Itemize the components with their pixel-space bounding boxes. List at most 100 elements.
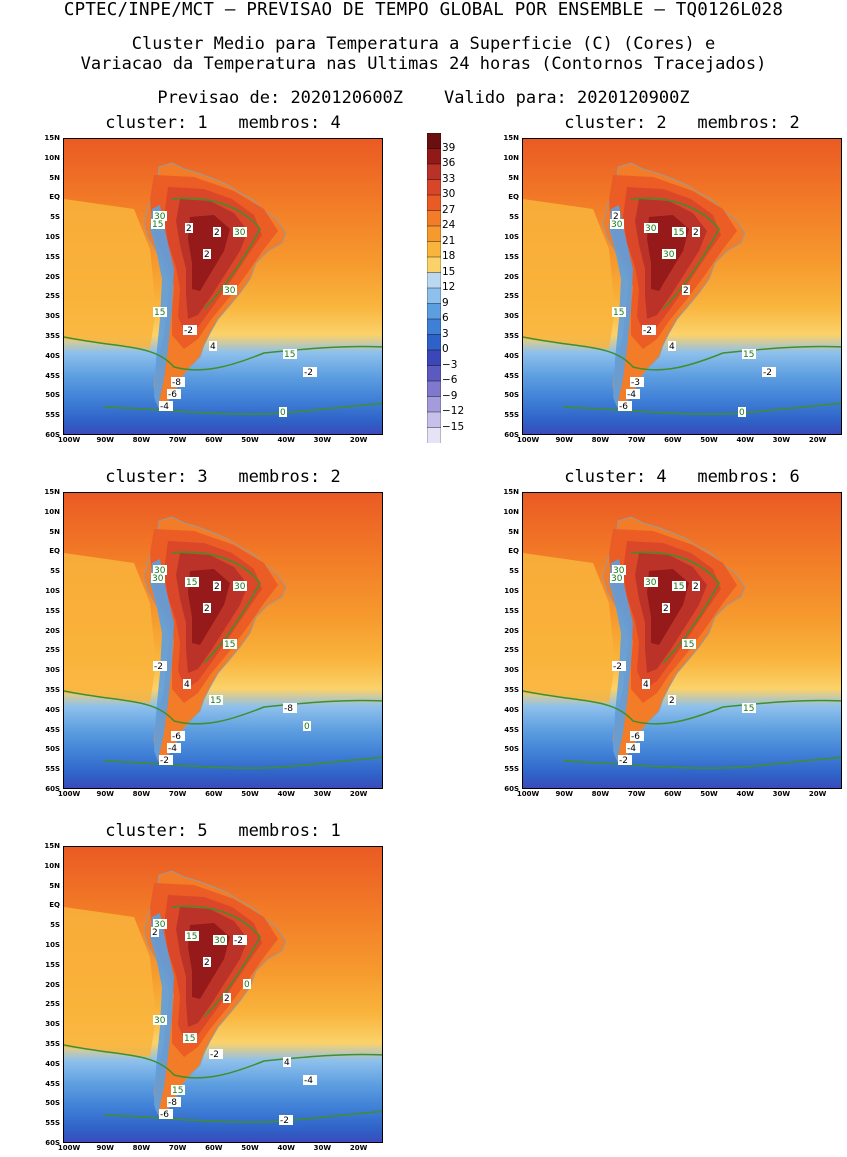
lat-label: 15N <box>44 842 60 850</box>
lon-label: 80W <box>132 1144 151 1152</box>
contour-label: 2 <box>693 582 699 592</box>
lat-label: 10S <box>45 587 60 595</box>
colorbar-swatch <box>426 287 442 305</box>
lon-label: 30W <box>313 436 332 444</box>
colorbar-label: 30 <box>442 188 456 200</box>
contour-label: 15 <box>224 640 235 650</box>
lat-label: 35S <box>504 332 519 340</box>
contour-label: 4 <box>643 680 649 690</box>
panel-3-map: 30 15 2 30 2 30 15 -2 4 15 -8 -6 -4 -2 0 15N 10N 5N EQ 5S 10… <box>44 488 383 798</box>
colorbar <box>426 132 442 447</box>
contour-label: 30 <box>611 220 623 230</box>
lat-label: 55S <box>504 411 519 420</box>
contour-label: 0 <box>304 722 310 732</box>
lon-label: 100W <box>57 436 81 444</box>
colorbar-swatch <box>426 396 442 413</box>
contour-label: -3 <box>631 378 640 388</box>
contour-label: 15 <box>172 1086 183 1096</box>
contour-label: -2 <box>304 368 313 378</box>
lat-label: 25S <box>45 292 60 301</box>
lat-label: 5N <box>508 527 519 536</box>
colorbar-swatch <box>426 411 442 429</box>
colorbar-label: 36 <box>442 157 456 169</box>
colorbar-label: 6 <box>442 312 449 324</box>
contour-label: -6 <box>619 402 628 412</box>
lon-label: 40W <box>277 436 295 444</box>
lat-label: 20S <box>45 272 60 281</box>
colorbar-label: 39 <box>442 141 456 154</box>
contour-label: 15 <box>683 640 694 650</box>
lon-label: 60W <box>205 1144 223 1152</box>
colorbar-swatch <box>426 427 442 444</box>
lon-label: 20W <box>808 436 827 444</box>
lat-label: EQ <box>49 547 60 556</box>
contour-label: 30 <box>154 920 166 930</box>
lon-label: 90W <box>96 790 114 798</box>
lat-label: 10S <box>45 941 60 949</box>
lat-label: 35S <box>45 686 60 694</box>
contour-label: -2 <box>234 936 243 946</box>
contour-label: 15 <box>186 578 197 588</box>
lon-label: 80W <box>132 436 151 444</box>
lon-label: 80W <box>591 790 610 798</box>
contour-label: 15 <box>152 220 163 230</box>
panel-1-title: cluster: 1 membros: 4 <box>105 113 341 133</box>
contour-label: 15 <box>284 350 295 360</box>
lon-label: 30W <box>313 790 332 798</box>
lon-label: 90W <box>555 790 573 798</box>
panel-1-map: 30 2 2 30 2 15 30 15 -2 4 15 -8 -6 -4 -2 0 15N 10N 5N EQ 5S 1… <box>44 134 383 444</box>
panel-2-map: 2 30 15 2 30 30 2 15 -2 4 15 -3 -4 -6 -2 0 15N 10N 5N EQ 5S 1… <box>503 134 842 444</box>
panel-5-title: cluster: 5 membros: 1 <box>105 821 341 841</box>
colorbar-label: −6 <box>442 374 458 386</box>
contour-label: -2 <box>280 1116 289 1126</box>
lon-label: 50W <box>241 436 259 444</box>
colorbar-swatch <box>426 256 442 274</box>
lat-label: 50S <box>504 391 519 400</box>
lat-label: 40S <box>45 1059 60 1068</box>
contour-label: -2 <box>184 326 193 336</box>
lat-label: 50S <box>45 391 60 400</box>
lon-label: 20W <box>349 436 368 444</box>
contour-label: -6 <box>168 390 177 400</box>
colorbar-label: 21 <box>442 234 456 247</box>
contour-label: -4 <box>160 402 169 412</box>
lon-label: 100W <box>57 1144 81 1152</box>
lon-label: 80W <box>132 790 151 798</box>
contour-label: 15 <box>673 228 684 238</box>
lat-label: EQ <box>508 193 519 202</box>
lat-label: 15S <box>504 606 519 615</box>
contour-label: 2 <box>214 228 220 238</box>
lon-label: 50W <box>700 436 718 444</box>
colorbar-swatch <box>426 380 442 398</box>
lon-label: 20W <box>808 790 827 798</box>
lon-label: 60W <box>205 790 223 798</box>
colorbar-swatch <box>426 194 442 212</box>
colorbar-swatch <box>426 318 442 336</box>
lat-label: 55S <box>504 765 519 774</box>
lat-label: 10S <box>504 587 519 595</box>
lat-label: 45S <box>45 725 60 734</box>
lon-label: 90W <box>96 1144 114 1152</box>
lat-label: 45S <box>504 371 519 380</box>
lat-label: 10S <box>504 233 519 241</box>
colorbar-label: −9 <box>442 389 458 402</box>
contour-label: 30 <box>154 1016 166 1026</box>
contour-label: 2 <box>693 228 699 238</box>
lon-label: 60W <box>664 436 682 444</box>
lon-label: 30W <box>313 1144 332 1152</box>
contour-label: -8 <box>172 378 181 388</box>
contour-label: 2 <box>683 286 689 296</box>
lon-label: 60W <box>664 790 682 798</box>
colorbar-swatch <box>426 132 442 150</box>
contour-label: 30 <box>645 224 657 234</box>
contour-label: -4 <box>627 744 636 754</box>
lat-label: 20S <box>504 272 519 281</box>
contour-label: 15 <box>154 308 165 318</box>
contour-label: 30 <box>663 250 675 260</box>
contour-label: 2 <box>663 604 669 614</box>
lat-label: 5S <box>50 921 60 930</box>
lat-label: 20S <box>45 980 60 989</box>
contour-label: 30 <box>611 574 623 584</box>
